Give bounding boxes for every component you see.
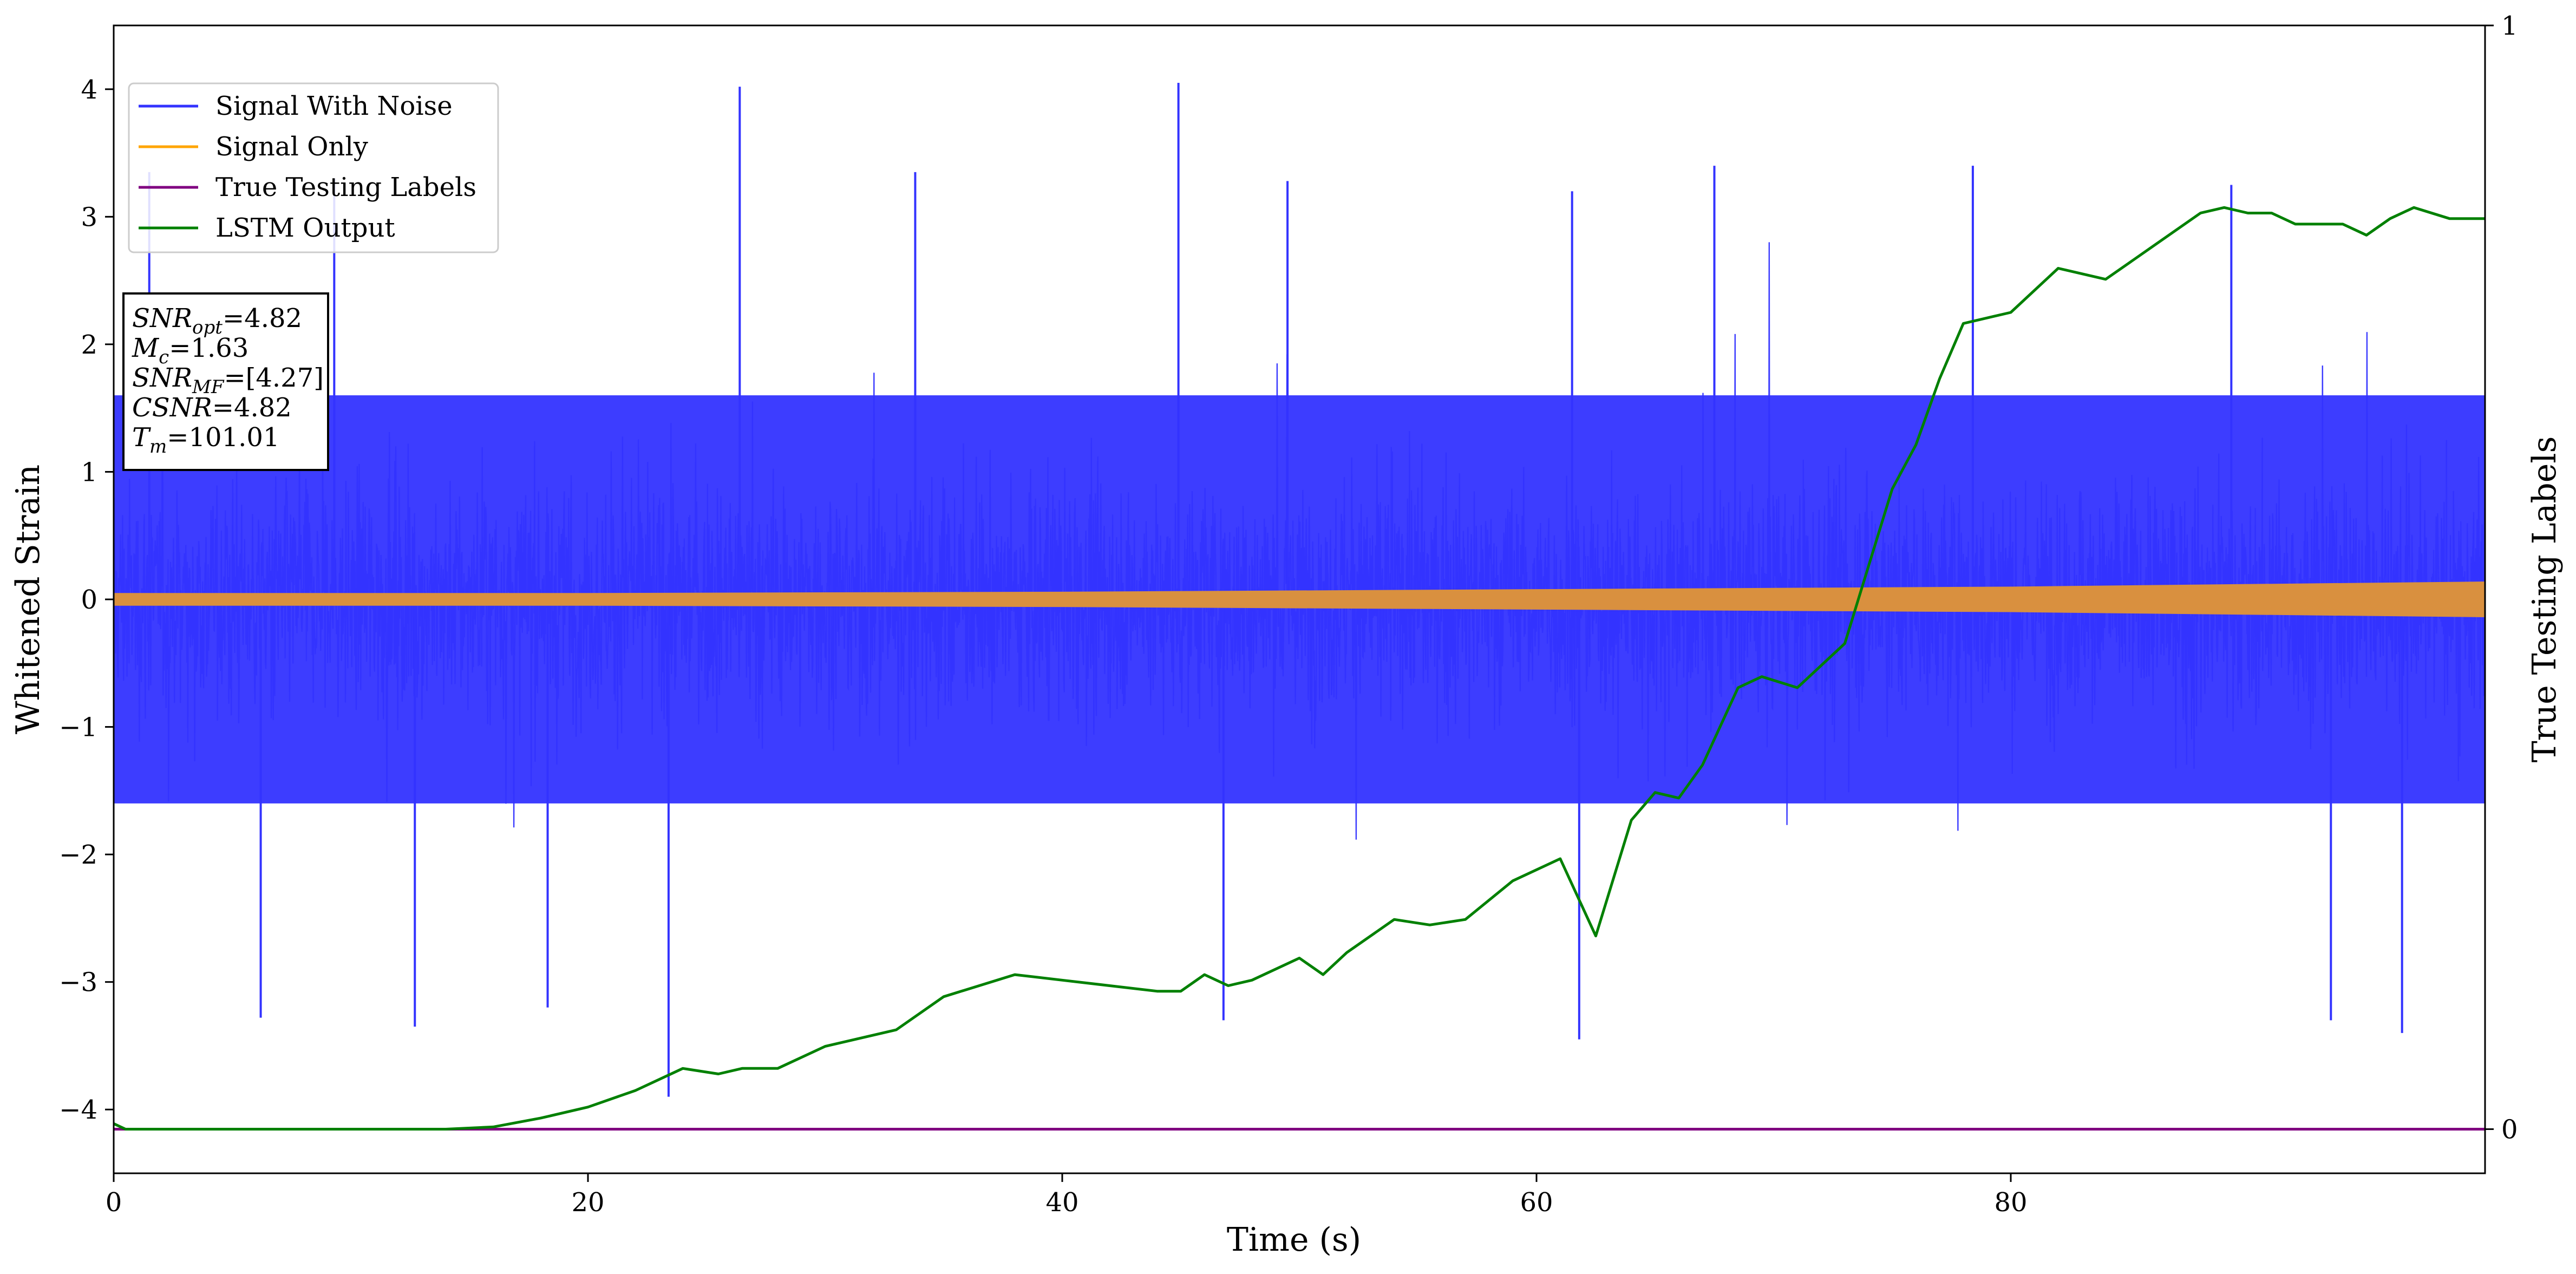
y2-tick-label-0: 0 (2501, 1114, 2518, 1145)
annotation-value-0: =4.82 (223, 303, 302, 334)
legend-label-signal-with-noise: Signal With Noise (215, 91, 453, 121)
parameter-annotation: SNRopt=4.82 Mc=1.63 SNRMF=[4.27] CSNR=4.82 T… (122, 292, 329, 471)
x-tick-label-40: 40 (1045, 1187, 1078, 1218)
y-tick-label-3: 3 (81, 202, 97, 232)
annotation-sub-1: c (159, 347, 169, 368)
y-tick-label--1: −1 (59, 713, 97, 743)
y-tick-label--2: −2 (59, 840, 97, 870)
x-tick-label-20: 20 (571, 1187, 604, 1218)
annotation-value-4: =101.01 (167, 422, 279, 453)
annotation-lines: SNRopt=4.82 Mc=1.63 SNRMF=[4.27] CSNR=4.82 T… (132, 303, 324, 458)
series-lstm-output (113, 206, 2485, 1131)
y-axis-title: Whitened Strain (9, 465, 47, 734)
y-tick-label-1: 1 (81, 457, 97, 487)
legend: Signal With Noise Signal Only True Testi… (128, 82, 499, 253)
y2-tick-label-1: 1 (2501, 11, 2518, 41)
series-signal-only (114, 582, 2485, 617)
x-axis-title: Time (s) (1227, 1221, 1361, 1259)
legend-label-lstm-output: LSTM Output (215, 213, 395, 243)
legend-box (128, 82, 499, 253)
x-tick-label-60: 60 (1520, 1187, 1553, 1218)
series-signal-with-noise-spikes (148, 83, 2403, 1097)
x-tick-label-80: 80 (1994, 1187, 2027, 1218)
y-tick-label-4: 4 (81, 75, 97, 105)
legend-label-true-testing-labels: True Testing Labels (215, 172, 476, 202)
annotation-line-1: M (132, 333, 160, 363)
y-tick-label-2: 2 (81, 330, 97, 360)
annotation-line-4: T (132, 422, 151, 453)
y2-axis-title: True Testing Labels (2526, 436, 2564, 763)
annotation-value-2: =[4.27] (224, 363, 324, 393)
annotation-box (122, 292, 329, 471)
annotation-value-1: =1.63 (169, 333, 249, 363)
annotation-line-0: SNR (132, 303, 192, 334)
x-tick-label-0: 0 (106, 1187, 122, 1218)
annotation-value-3: =4.82 (212, 393, 292, 423)
annotation-sub-0: opt (192, 317, 223, 338)
annotation-sub-2: MF (192, 376, 225, 398)
y-tick-label--3: −3 (59, 968, 97, 998)
annotation-sub-4: m (149, 436, 167, 458)
plot-area (113, 83, 2486, 1131)
legend-label-signal-only: Signal Only (215, 132, 368, 162)
y-tick-label-0: 0 (81, 585, 97, 615)
y-tick-label--4: −4 (59, 1095, 97, 1125)
annotation-line-3: CSNR (132, 393, 212, 423)
annotation-line-2: SNR (132, 363, 192, 393)
